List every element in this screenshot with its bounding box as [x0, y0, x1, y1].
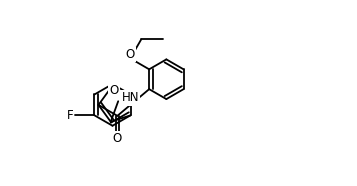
Text: O: O: [113, 132, 122, 145]
Text: F: F: [66, 109, 73, 122]
Text: HN: HN: [121, 91, 139, 104]
Text: O: O: [126, 48, 135, 61]
Text: O: O: [109, 84, 118, 97]
